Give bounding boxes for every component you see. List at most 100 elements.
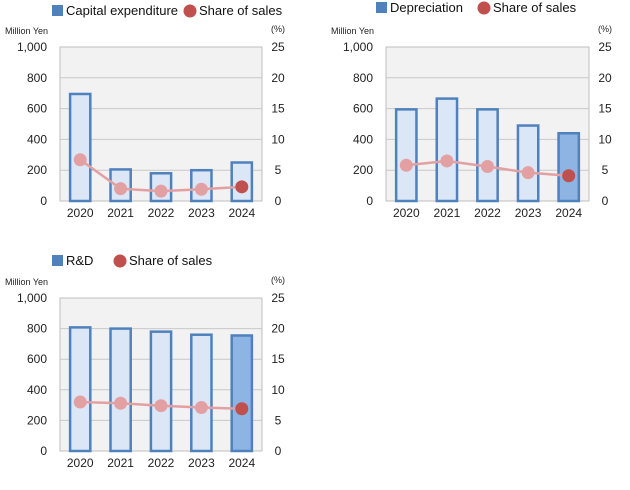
x-tick-label: 2023 — [515, 206, 542, 220]
y-tick-label: 800 — [27, 322, 47, 336]
y2-tick-label: 0 — [602, 194, 609, 208]
y-tick-label: 1,000 — [17, 291, 47, 305]
legend: R&D Share of sales — [52, 253, 213, 268]
legend-bar-label: R&D — [66, 253, 93, 268]
bar — [394, 108, 418, 203]
x-tick-label: 2020 — [393, 206, 420, 220]
y-tick-label: 200 — [27, 163, 47, 177]
legend-line-label: Share of sales — [493, 0, 577, 15]
legend-bar-swatch — [376, 2, 387, 13]
right-axis-unit: (%) — [271, 275, 285, 285]
left-axis-unit: Million Yen — [331, 26, 374, 36]
x-tick-label: 2022 — [148, 456, 175, 470]
legend-bar-swatch — [52, 255, 63, 266]
y2-tick-label: 25 — [271, 40, 285, 54]
share-marker — [73, 395, 87, 409]
y-tick-label: 400 — [27, 132, 47, 146]
bar — [516, 124, 540, 203]
chart-2: 0 200 400 600 800 1,000 0 5 10 15 20 25 2020 2021 2022… — [331, 0, 612, 220]
y2-tick-label: 5 — [602, 163, 609, 177]
y2-tick-label: 10 — [271, 383, 285, 397]
legend-line-swatch — [477, 1, 491, 15]
y2-tick-label: 0 — [275, 444, 282, 458]
y-tick-label: 200 — [27, 413, 47, 427]
right-axis-unit: (%) — [598, 24, 612, 34]
chart-1: 0 200 400 600 800 1,000 0 5 10 15 20 25 2020 2021 2022… — [5, 3, 285, 220]
legend-bar-swatch — [52, 5, 63, 16]
share-marker — [73, 153, 87, 167]
chart-3: 0 200 400 600 800 1,000 0 5 10 15 20 25 2020 2021 2022… — [5, 253, 285, 470]
share-marker — [154, 399, 168, 413]
y2-tick-label: 15 — [271, 352, 285, 366]
bar — [68, 92, 92, 203]
x-tick-label: 2023 — [188, 206, 215, 220]
y-tick-label: 800 — [353, 71, 373, 85]
y2-tick-label: 15 — [271, 102, 285, 116]
bar — [476, 108, 499, 203]
left-axis-unit: Million Yen — [5, 277, 48, 287]
bar — [190, 333, 213, 453]
x-tick-label: 2021 — [434, 206, 461, 220]
share-marker — [194, 182, 208, 196]
x-tick-label: 2024 — [228, 206, 255, 220]
y2-tick-label: 10 — [598, 132, 612, 146]
x-tick-label: 2022 — [474, 206, 501, 220]
bar — [230, 334, 254, 453]
legend-bar-label: Capital expenditure — [66, 3, 178, 18]
y-tick-label: 0 — [40, 194, 47, 208]
y2-tick-label: 0 — [275, 194, 282, 208]
share-marker — [235, 402, 249, 416]
share-marker — [114, 182, 128, 196]
left-axis-unit: Million Yen — [5, 26, 48, 36]
y-tick-label: 1,000 — [17, 40, 47, 54]
y-tick-label: 400 — [353, 132, 373, 146]
x-tick-label: 2022 — [148, 206, 175, 220]
y-tick-label: 400 — [27, 383, 47, 397]
y2-tick-label: 5 — [275, 413, 282, 427]
y2-tick-label: 20 — [271, 71, 285, 85]
share-marker — [521, 166, 535, 180]
legend-line-swatch — [113, 254, 127, 268]
y-tick-label: 0 — [366, 194, 373, 208]
share-marker — [194, 401, 208, 415]
y2-tick-label: 20 — [598, 71, 612, 85]
x-tick-label: 2020 — [67, 456, 94, 470]
share-marker — [481, 160, 494, 174]
y2-tick-label: 20 — [271, 322, 285, 336]
x-tick-label: 2023 — [188, 456, 215, 470]
y2-tick-label: 15 — [598, 102, 612, 116]
y2-tick-label: 5 — [275, 163, 282, 177]
y-tick-label: 200 — [353, 163, 373, 177]
share-marker — [440, 154, 454, 168]
bar — [109, 327, 132, 453]
share-marker — [399, 158, 413, 172]
legend: Capital expenditure Share of sales — [52, 3, 283, 18]
share-marker — [154, 184, 168, 198]
y2-tick-label: 10 — [271, 132, 285, 146]
y-tick-label: 0 — [40, 444, 47, 458]
right-axis-unit: (%) — [271, 24, 285, 34]
x-tick-label: 2020 — [67, 206, 94, 220]
bar — [557, 131, 581, 203]
share-marker — [114, 396, 128, 410]
y-tick-label: 600 — [353, 102, 373, 116]
legend-line-swatch — [183, 4, 197, 18]
y-tick-label: 600 — [27, 102, 47, 116]
x-tick-label: 2024 — [228, 456, 255, 470]
x-tick-label: 2021 — [107, 206, 134, 220]
y2-tick-label: 25 — [598, 40, 612, 54]
legend: Depreciation Share of sales — [376, 0, 577, 15]
x-tick-label: 2021 — [107, 456, 134, 470]
x-tick-label: 2024 — [555, 206, 582, 220]
share-marker — [235, 180, 249, 194]
bar — [435, 97, 459, 203]
y-tick-label: 1,000 — [343, 40, 373, 54]
share-marker — [562, 169, 576, 183]
y2-tick-label: 25 — [271, 291, 285, 305]
legend-line-label: Share of sales — [129, 253, 213, 268]
bar — [68, 326, 92, 453]
legend-line-label: Share of sales — [199, 3, 283, 18]
bar — [149, 330, 173, 453]
